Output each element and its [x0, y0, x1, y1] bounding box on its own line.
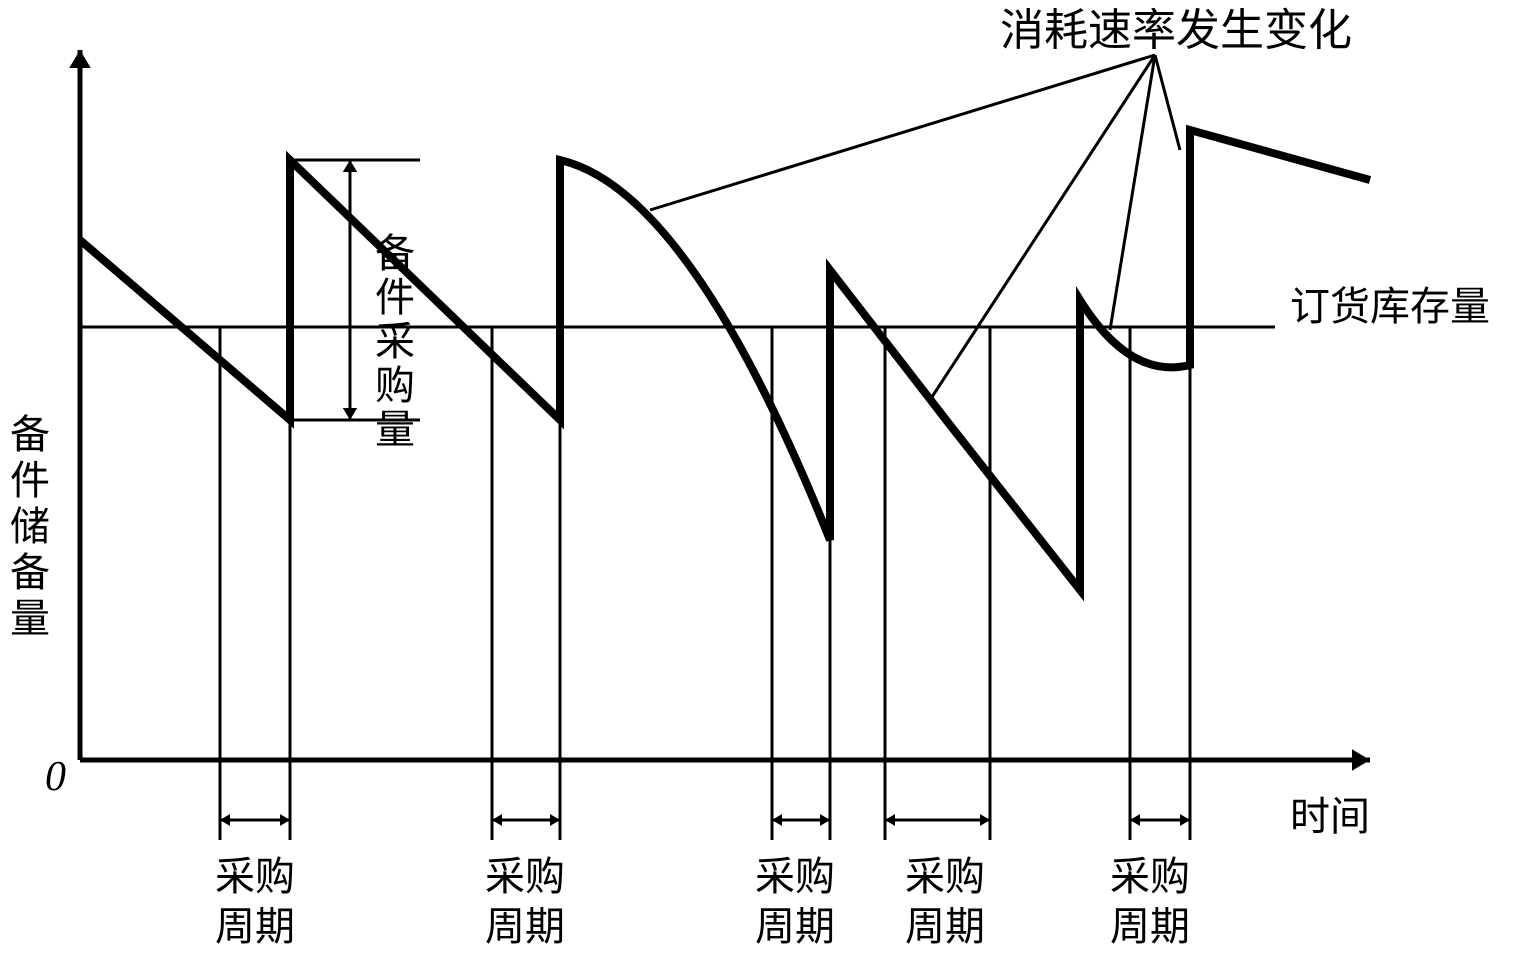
purchase-qty-label: 件 — [375, 275, 415, 320]
cycle-label: 周期 — [755, 904, 835, 949]
rate-change-label: 消耗速率发生变化 — [1000, 6, 1352, 55]
cycle-label: 周期 — [215, 904, 295, 949]
cycle-label: 周期 — [1110, 904, 1190, 949]
origin-label: 0 — [45, 754, 66, 800]
chart-svg: 0备件储备量时间订货库存量消耗速率发生变化备件采购量采购周期采购周期采购周期采购… — [0, 0, 1525, 962]
cycle-label: 采购 — [755, 854, 835, 899]
y-axis-label: 件 — [10, 458, 50, 503]
y-axis-label: 量 — [10, 596, 50, 641]
inventory-diagram: 0备件储备量时间订货库存量消耗速率发生变化备件采购量采购周期采购周期采购周期采购… — [0, 0, 1525, 962]
cycle-label: 采购 — [905, 854, 985, 899]
purchase-qty-label: 采 — [375, 319, 415, 364]
cycle-label: 采购 — [1110, 854, 1190, 899]
cycle-label: 采购 — [485, 854, 565, 899]
purchase-qty-label: 购 — [375, 363, 415, 408]
order-level-label: 订货库存量 — [1290, 284, 1490, 329]
purchase-qty-label: 备 — [375, 231, 415, 276]
purchase-qty-label: 量 — [375, 407, 415, 452]
x-axis-label: 时间 — [1290, 794, 1370, 839]
cycle-label: 采购 — [215, 854, 295, 899]
cycle-label: 周期 — [905, 904, 985, 949]
cycle-label: 周期 — [485, 904, 565, 949]
y-axis-label: 备 — [10, 550, 50, 595]
y-axis-label: 储 — [10, 504, 50, 549]
inventory-curve — [80, 130, 1370, 590]
y-axis-label: 备 — [10, 412, 50, 457]
